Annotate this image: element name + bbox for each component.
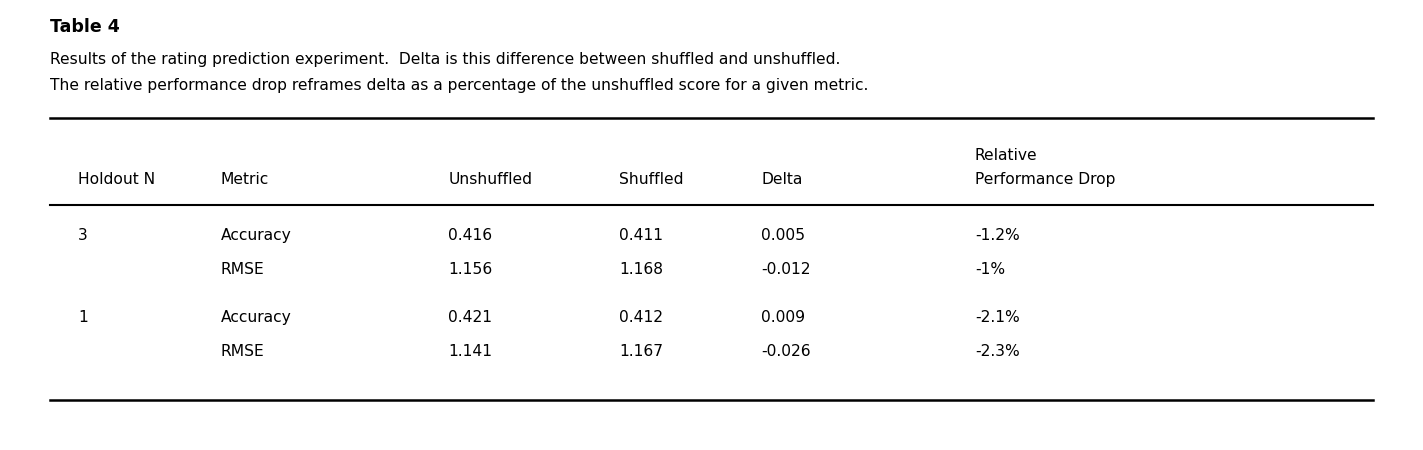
Text: 0.005: 0.005 xyxy=(761,228,805,243)
Text: RMSE: RMSE xyxy=(221,344,265,359)
Text: The relative performance drop reframes delta as a percentage of the unshuffled s: The relative performance drop reframes d… xyxy=(50,78,868,93)
Text: 1.156: 1.156 xyxy=(448,262,492,277)
Text: -0.026: -0.026 xyxy=(761,344,811,359)
Text: -0.012: -0.012 xyxy=(761,262,811,277)
Text: Accuracy: Accuracy xyxy=(221,228,292,243)
Text: 0.411: 0.411 xyxy=(619,228,663,243)
Text: 1.168: 1.168 xyxy=(619,262,663,277)
Text: -1.2%: -1.2% xyxy=(975,228,1019,243)
Text: 0.009: 0.009 xyxy=(761,310,805,325)
Text: -1%: -1% xyxy=(975,262,1005,277)
Text: 3: 3 xyxy=(78,228,88,243)
Text: 0.412: 0.412 xyxy=(619,310,663,325)
Text: Relative: Relative xyxy=(975,148,1037,163)
Text: 1.167: 1.167 xyxy=(619,344,663,359)
Text: Delta: Delta xyxy=(761,172,803,187)
Text: Accuracy: Accuracy xyxy=(221,310,292,325)
Text: -2.3%: -2.3% xyxy=(975,344,1019,359)
Text: 0.421: 0.421 xyxy=(448,310,492,325)
Text: -2.1%: -2.1% xyxy=(975,310,1019,325)
Text: Performance Drop: Performance Drop xyxy=(975,172,1116,187)
Text: 1: 1 xyxy=(78,310,88,325)
Text: 0.416: 0.416 xyxy=(448,228,492,243)
Text: Unshuffled: Unshuffled xyxy=(448,172,532,187)
Text: 1.141: 1.141 xyxy=(448,344,492,359)
Text: Holdout N: Holdout N xyxy=(78,172,155,187)
Text: Metric: Metric xyxy=(221,172,269,187)
Text: RMSE: RMSE xyxy=(221,262,265,277)
Text: Shuffled: Shuffled xyxy=(619,172,683,187)
Text: Table 4: Table 4 xyxy=(50,18,120,36)
Text: Results of the rating prediction experiment.  Delta is this difference between s: Results of the rating prediction experim… xyxy=(50,52,841,67)
